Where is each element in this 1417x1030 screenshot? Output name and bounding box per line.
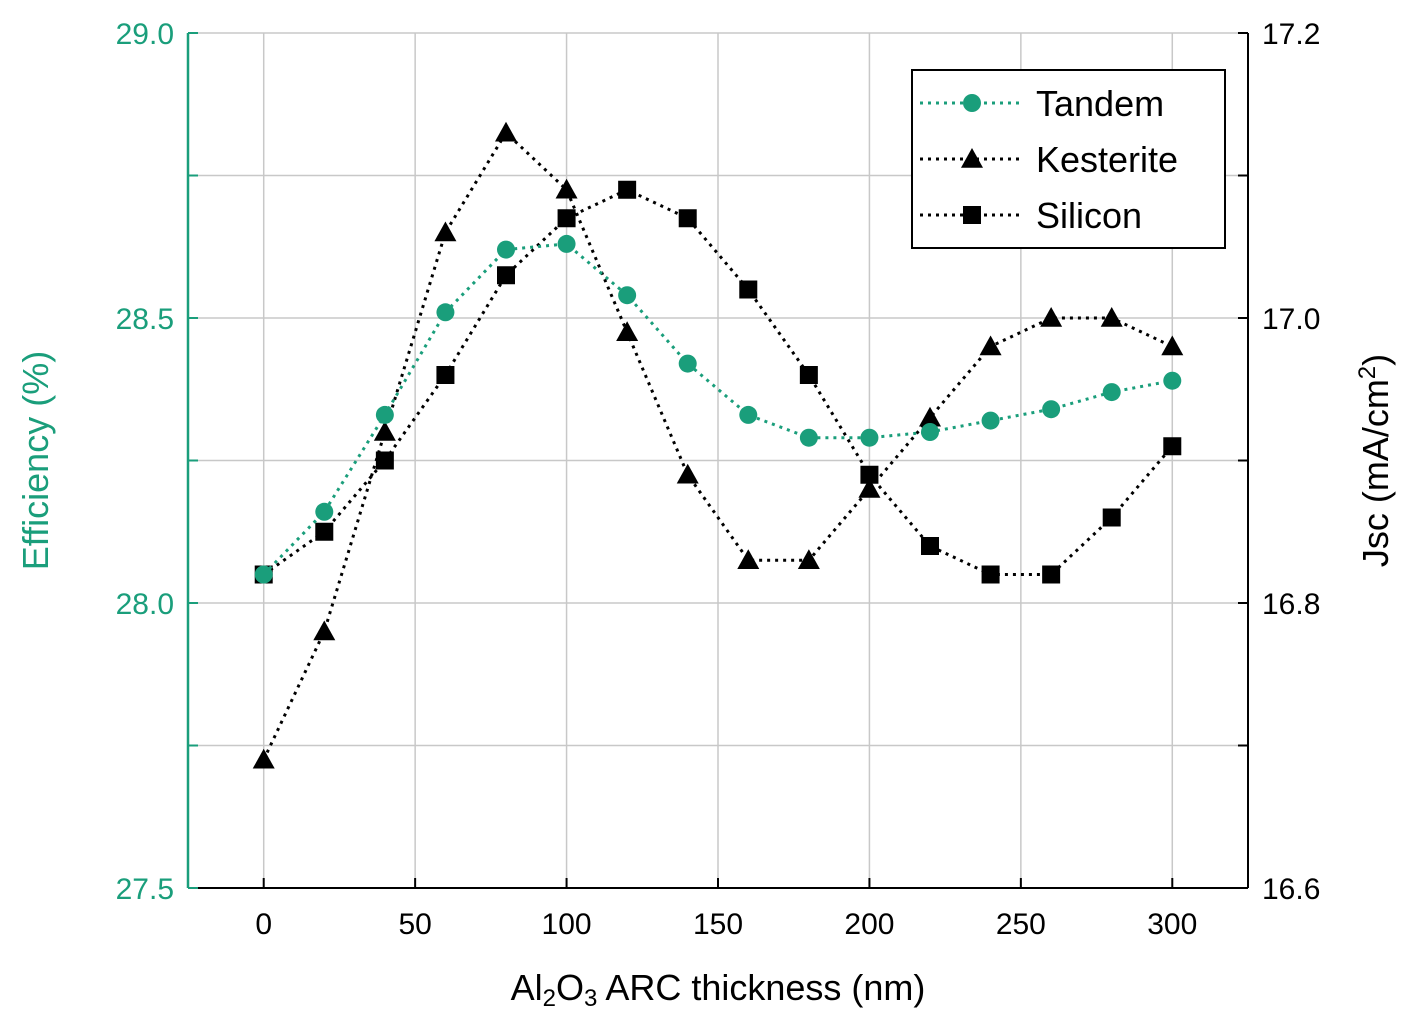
data-point-tandem (799, 428, 818, 447)
data-point-tandem (497, 240, 515, 259)
data-point-kesterite (858, 478, 881, 498)
data-point-kesterite (616, 321, 639, 342)
axes: 0 50 100 150 200 250 300 27.5 28.0 28.5 29.0 16.6 16… (116, 18, 1321, 941)
data-point-tandem (678, 354, 697, 373)
data-point-kesterite (797, 549, 820, 570)
y-right-tick-label: 16.6 (1262, 873, 1320, 906)
data-point-kesterite (676, 463, 699, 484)
x-tick-label: 0 (255, 908, 272, 941)
data-point-silicon (678, 209, 697, 228)
data-point-silicon (497, 266, 515, 285)
data-point-silicon (921, 537, 939, 555)
y-left-tick-label: 29.0 (116, 18, 174, 51)
x-tick-label: 100 (542, 908, 592, 941)
y-right-axis-title: Jsc (mA/cm2) (1354, 354, 1397, 567)
axis-titles: Al2O3 ARC thickness (nm) Efficiency (%) Js… (15, 351, 1396, 1012)
data-point-silicon (618, 180, 637, 199)
y-left-axis-title: Efficiency (%) (15, 351, 56, 570)
x-tick-label: 300 (1147, 908, 1197, 941)
data-point-silicon (436, 366, 455, 384)
series-line-kesterite (262, 130, 1173, 761)
data-point-kesterite (495, 121, 517, 142)
data-point-silicon (1163, 437, 1182, 456)
data-point-tandem (557, 234, 576, 253)
data-point-silicon (557, 209, 576, 228)
data-point-tandem (1163, 371, 1182, 390)
y-left-tick-label: 28.0 (116, 588, 174, 621)
y-right-tick-label: 17.2 (1262, 18, 1320, 51)
data-point-kesterite (434, 221, 457, 242)
data-point-tandem (254, 565, 273, 584)
data-point-tandem (618, 286, 637, 305)
data-point-kesterite (979, 335, 1002, 356)
data-point-tandem (921, 423, 939, 441)
data-point-silicon (739, 280, 758, 299)
data-point-silicon (799, 366, 818, 384)
legend-marker-square (963, 206, 981, 224)
legend-marker-triangle (961, 148, 983, 168)
data-point-tandem (436, 303, 455, 322)
x-tick-label: 200 (844, 908, 894, 941)
x-axis-title: Al2O3 ARC thickness (nm) (511, 967, 926, 1012)
legend-label: Tandem (1036, 83, 1164, 124)
data-point-silicon (860, 465, 879, 484)
data-point-tandem (860, 428, 879, 447)
data-point-kesterite (1161, 335, 1184, 356)
data-point-kesterite (1040, 307, 1063, 327)
legend-label: Kesterite (1036, 139, 1178, 180)
data-point-tandem (981, 411, 1000, 430)
series-tandem (254, 234, 1182, 584)
data-point-silicon (1042, 565, 1061, 584)
y-right-tick-label: 17.0 (1262, 303, 1320, 336)
y-right-tick-label: 16.8 (1262, 588, 1320, 621)
series-kesterite (252, 121, 1184, 769)
data-point-kesterite (737, 549, 760, 570)
data-point-tandem (739, 405, 758, 424)
data-point-tandem (1102, 383, 1121, 402)
data-point-kesterite (1100, 307, 1123, 327)
series-silicon (254, 180, 1182, 584)
x-tick-label: 150 (693, 908, 743, 941)
legend-item-kesterite: Kesterite (920, 139, 1178, 180)
data-point-silicon (315, 522, 334, 541)
legend-item-tandem: Tandem (920, 83, 1164, 124)
y-left-tick-label: 27.5 (116, 873, 174, 906)
data-point-kesterite (555, 178, 578, 199)
legend-marker-circle (963, 94, 981, 112)
data-point-silicon (981, 565, 1000, 584)
data-point-kesterite (373, 421, 396, 441)
legend-item-silicon: Silicon (920, 195, 1142, 236)
series (252, 121, 1184, 769)
data-point-silicon (375, 451, 394, 470)
data-point-kesterite (919, 406, 941, 427)
x-tick-label: 50 (398, 908, 431, 941)
data-point-tandem (375, 405, 394, 424)
legend: Tandem Kesterite Silicon (911, 69, 1226, 249)
data-point-tandem (1042, 400, 1061, 419)
y-left-tick-label: 28.5 (116, 303, 174, 336)
data-point-kesterite (313, 620, 336, 641)
x-tick-label: 250 (996, 908, 1046, 941)
data-point-kesterite (252, 748, 275, 769)
data-point-tandem (315, 502, 334, 521)
legend-label: Silicon (1036, 195, 1142, 236)
data-point-silicon (1102, 508, 1121, 527)
